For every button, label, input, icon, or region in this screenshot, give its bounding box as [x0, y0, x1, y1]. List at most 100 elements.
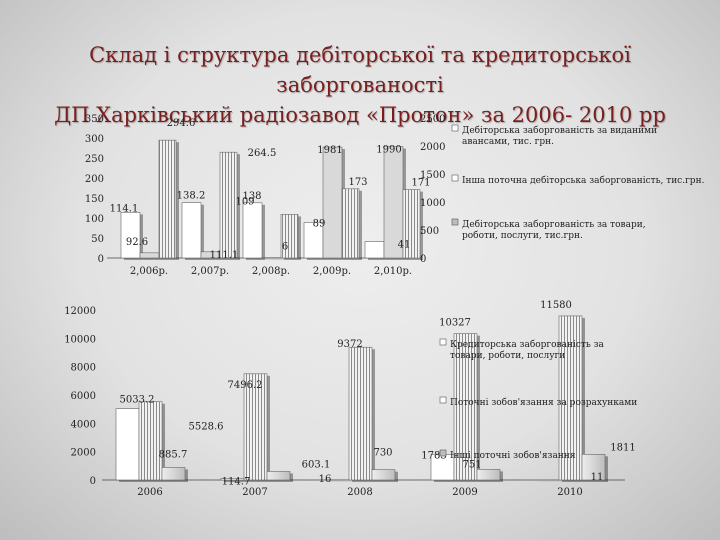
top-data-label: 111.1: [210, 250, 239, 261]
top-right-tick-label: 500: [420, 226, 439, 237]
bottom-bar-settlements: [138, 401, 163, 481]
top-data-label: 294.6: [167, 118, 196, 129]
top-data-label: 138: [242, 191, 261, 202]
bottom-bar-settlements: [243, 373, 268, 481]
bottom-legend-swatch: [439, 338, 447, 346]
bottom-tick-label: 0: [90, 476, 96, 487]
bottom-tick-label: 6000: [71, 391, 96, 402]
bottom-tick-label: 10000: [64, 334, 96, 345]
bottom-data-label: 730: [373, 448, 392, 459]
title-line-1: Склад і структура дебіторської та кредит…: [89, 43, 631, 97]
top-left-tick-label: 50: [91, 234, 104, 245]
bottom-bar-other-liabilities: [161, 467, 186, 481]
top-data-label: 171: [411, 178, 430, 189]
title-line-2: ДП Харківський радіозавод «Протон» за 20…: [54, 103, 666, 127]
bottom-category-label: 2010: [557, 487, 582, 498]
top-left-tick-label: 0: [98, 254, 104, 265]
bottom-data-label: 885.7: [159, 449, 188, 460]
top-bar-series-3: [341, 188, 360, 259]
top-right-tick-label: 2000: [420, 142, 445, 153]
top-left-tick-label: 250: [85, 154, 104, 165]
top-data-label: 92.6: [126, 237, 148, 248]
bottom-data-label: 16: [319, 474, 332, 485]
bottom-bar-settlements: [558, 315, 583, 481]
bottom-legend-swatch: [439, 396, 447, 404]
top-data-label: 89: [313, 218, 326, 229]
bottom-bar-settlements: [453, 333, 478, 481]
top-legend-label: Дебіторська заборгованість за товари,: [462, 219, 646, 230]
bottom-data-label: 5033.2: [120, 395, 155, 406]
top-legend-label: авансами, тис. грн.: [462, 137, 554, 147]
top-data-label: 6: [282, 242, 288, 253]
top-left-tick-label: 100: [85, 214, 104, 225]
top-legend-swatch: [451, 174, 459, 182]
top-right-tick-label: 1500: [420, 170, 445, 181]
top-category-label: 2,007р.: [191, 266, 229, 277]
bottom-data-label: 7496.2: [228, 380, 263, 391]
bottom-legend-label: Поточні зобов'язання за розрахунками: [450, 397, 637, 408]
top-data-label: 109: [235, 196, 254, 207]
bottom-legend-label: Інші поточні зобов'язання: [450, 450, 576, 461]
top-legend-label: Інша поточна дебіторська заборгованість,…: [462, 175, 705, 186]
top-legend-swatch: [451, 124, 459, 132]
top-data-label: 138.2: [177, 191, 206, 202]
top-data-label: 1981: [317, 145, 342, 156]
bottom-legend-label: товари, роботи, послуги: [450, 350, 565, 361]
bottom-category-label: 2009: [452, 487, 477, 498]
top-bar-series-3: [158, 139, 177, 259]
bottom-category-label: 2007: [242, 487, 267, 498]
bottom-data-label: 603.1: [302, 459, 331, 470]
top-data-label: 41: [398, 240, 411, 251]
bottom-data-label: 11580: [540, 300, 572, 311]
bottom-category-label: 2006: [137, 487, 162, 498]
top-category-label: 2,008р.: [252, 266, 290, 277]
top-left-tick-label: 300: [85, 134, 104, 145]
bottom-bar-settlements: [348, 346, 373, 481]
top-category-label: 2,010р.: [374, 266, 412, 277]
top-data-label: 264.5: [248, 148, 277, 159]
top-category-label: 2,006р.: [130, 266, 168, 277]
top-data-label: 173: [348, 177, 367, 188]
bottom-tick-label: 12000: [64, 306, 96, 317]
bottom-tick-label: 8000: [71, 363, 96, 374]
bottom-bar-other-liabilities: [581, 454, 606, 481]
bottom-legend-swatch: [439, 449, 447, 457]
bottom-data-label: 11: [591, 472, 604, 483]
top-bar-series-3: [280, 214, 299, 259]
top-legend-swatch: [451, 218, 459, 226]
top-legend-label: Дебіторська заборгованість за виданими: [462, 125, 657, 136]
bottom-bar-other-liabilities: [266, 471, 291, 481]
bottom-bar-trade-payables: [115, 408, 140, 481]
top-right-tick-label: 0: [420, 254, 426, 265]
top-left-tick-label: 350: [85, 114, 104, 125]
top-data-label: 1990: [376, 145, 401, 156]
top-bar-series-3: [402, 189, 421, 259]
bottom-legend-label: Кредиторська заборгованість за: [450, 339, 605, 350]
bottom-tick-label: 2000: [71, 448, 96, 459]
top-category-label: 2,009р.: [313, 266, 351, 277]
bottom-data-label: 114.7: [222, 476, 251, 487]
bottom-tick-label: 4000: [71, 419, 96, 430]
top-bar-series-3: [219, 151, 238, 259]
bottom-category-label: 2008: [347, 487, 372, 498]
bottom-data-label: 9372: [337, 339, 362, 350]
top-left-tick-label: 200: [85, 174, 104, 185]
top-legend-label: роботи, послуги, тис.грн.: [462, 230, 583, 241]
page-title: Склад і структура дебіторської та кредит…: [20, 40, 700, 130]
top-left-tick-label: 150: [85, 194, 104, 205]
top-data-label: 114.1: [110, 203, 139, 214]
bottom-data-label: 1783: [421, 451, 446, 462]
top-bar-other-receivables: [120, 212, 141, 259]
top-bar-other-receivables: [181, 202, 202, 259]
top-right-tick-label: 1000: [420, 198, 445, 209]
bottom-data-label: 10327: [439, 318, 471, 329]
bottom-data-label: 5528.6: [189, 422, 224, 433]
top-bar-other-receivables: [242, 202, 263, 259]
bottom-data-label: 1811: [610, 442, 635, 453]
bottom-bar-other-liabilities: [476, 469, 501, 481]
top-right-tick-label: 2500: [420, 114, 445, 125]
bottom-data-label: 751: [462, 459, 481, 470]
bottom-bar-other-liabilities: [371, 469, 396, 481]
